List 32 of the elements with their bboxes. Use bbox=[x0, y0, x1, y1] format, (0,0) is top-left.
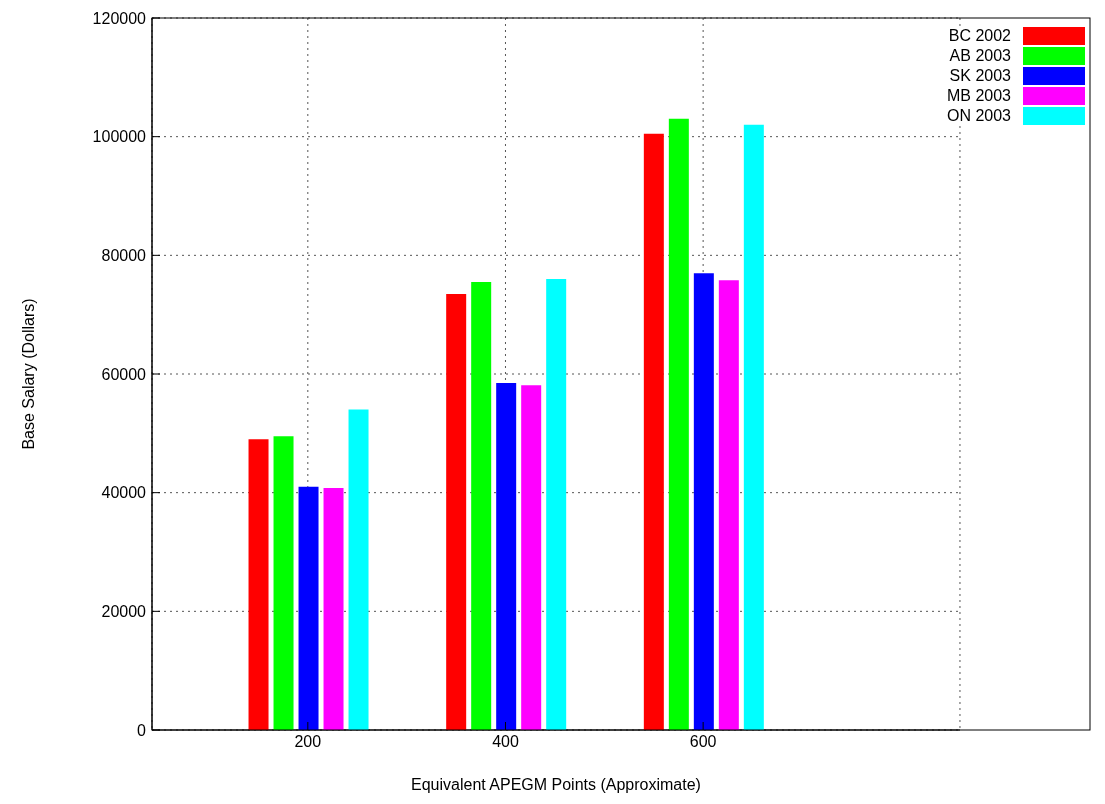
y-tick-label: 20000 bbox=[101, 603, 147, 621]
y-tick-label: 80000 bbox=[101, 247, 147, 265]
x-tick-label: 600 bbox=[689, 733, 717, 751]
bar bbox=[348, 409, 369, 730]
x-tick-label: 200 bbox=[294, 733, 322, 751]
bar bbox=[693, 273, 714, 730]
legend-label: SK 2003 bbox=[949, 67, 1011, 85]
bar bbox=[496, 382, 517, 730]
bar bbox=[323, 487, 344, 730]
bar bbox=[643, 133, 664, 730]
bar bbox=[718, 280, 739, 730]
bar bbox=[743, 124, 764, 730]
legend-label: BC 2002 bbox=[948, 27, 1011, 45]
bar bbox=[248, 439, 269, 730]
y-axis-title: Base Salary (Dollars) bbox=[19, 298, 37, 450]
y-tick-label: 0 bbox=[137, 721, 147, 739]
legend-label: MB 2003 bbox=[946, 87, 1011, 105]
x-tick-label: 400 bbox=[492, 733, 519, 751]
bar bbox=[273, 436, 294, 730]
bar bbox=[446, 293, 467, 730]
bar bbox=[521, 385, 542, 730]
y-tick-label: 100000 bbox=[92, 128, 147, 146]
legend-label: AB 2003 bbox=[949, 47, 1011, 65]
y-tick-label: 40000 bbox=[101, 484, 147, 502]
bar bbox=[546, 279, 567, 730]
legend-label: ON 2003 bbox=[946, 107, 1011, 125]
y-tick-label: 60000 bbox=[101, 365, 147, 383]
bar bbox=[471, 282, 492, 730]
bar bbox=[298, 486, 319, 730]
bar bbox=[668, 118, 689, 730]
x-axis-title: Equivalent APEGM Points (Approximate) bbox=[411, 776, 701, 793]
y-tick-label: 120000 bbox=[92, 9, 147, 27]
